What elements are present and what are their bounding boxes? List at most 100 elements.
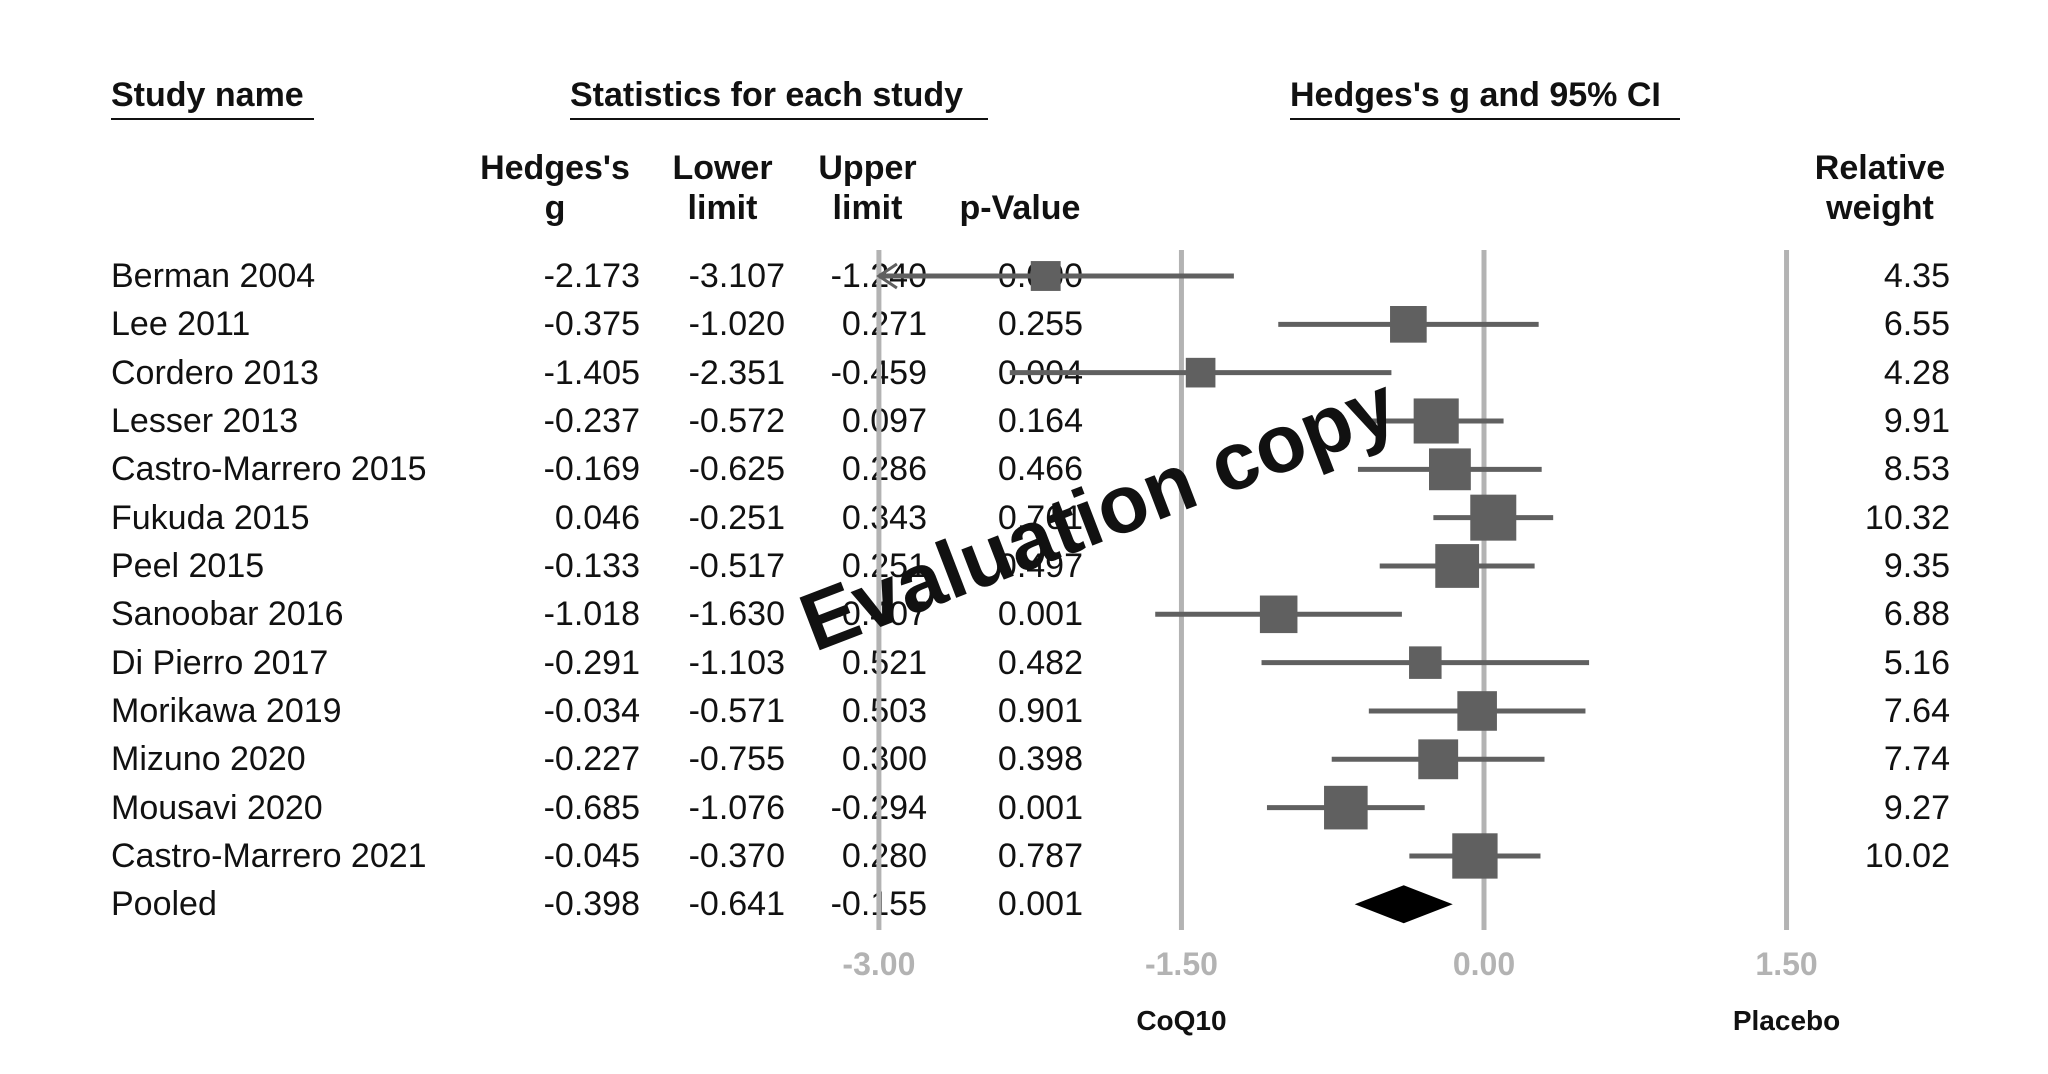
relative-weight-cell: 9.91 (1883, 401, 1950, 440)
hedges-g-cell: -0.375 (543, 305, 640, 344)
relative-weight-header-line1: Relative (1814, 149, 1946, 187)
pooled-name: Pooled (111, 885, 217, 924)
relative-weight-cell: 4.35 (1883, 257, 1950, 295)
p-value-cell: 0.466 (997, 450, 1083, 489)
effect-marker (1429, 448, 1471, 491)
hedges-g-cell: -0.237 (543, 401, 640, 440)
p-value-cell: 0.482 (997, 643, 1083, 682)
hedges-g-cell: -0.227 (543, 740, 640, 779)
lower-limit-cell: -3.107 (688, 257, 785, 295)
relative-weight-cell: 7.74 (1883, 740, 1950, 779)
truncation-arrow (876, 262, 898, 290)
p-value-cell: 0.255 (997, 305, 1083, 344)
hedges-g-header-line1: Hedges's (480, 149, 630, 187)
p-value-cell: 0.001 (997, 788, 1083, 827)
relative-weight-header-line2: weight (1826, 189, 1934, 227)
study-name: Cordero 2013 (111, 353, 319, 392)
p-value-cell: 0.497 (997, 546, 1083, 585)
p-value-cell: 0.001 (997, 885, 1083, 924)
lower-limit-cell: -0.517 (688, 546, 785, 585)
hedges-g-cell: -0.398 (543, 885, 640, 924)
plot-title-underline (1290, 118, 1680, 120)
lower-limit-header-line1: Lower (672, 149, 773, 187)
statistics-header: Statistics for each study (570, 76, 964, 114)
study-name: Castro-Marrero 2015 (111, 450, 427, 489)
upper-limit-cell: 0.343 (841, 498, 927, 537)
p-value-cell: 0.761 (997, 498, 1083, 537)
effect-marker (1390, 306, 1427, 343)
study-name-header: Study name (111, 76, 304, 114)
relative-weight-cell: 8.53 (1883, 450, 1950, 489)
relative-weight-cell: 6.55 (1883, 305, 1950, 344)
statistics-underline (570, 118, 988, 120)
lower-limit-cell: -1.630 (688, 595, 785, 634)
hedges-g-cell: -0.034 (543, 691, 640, 730)
lower-limit-cell: -2.351 (688, 353, 785, 392)
p-value-header: p-Value (945, 188, 1095, 228)
study-name: Mousavi 2020 (111, 788, 323, 827)
study-name: Morikawa 2019 (111, 691, 342, 730)
effect-marker (1457, 691, 1497, 731)
effect-marker (1185, 357, 1216, 388)
hedges-g-cell: -0.169 (543, 450, 640, 489)
effect-marker (1418, 739, 1459, 780)
hedges-g-cell: -1.018 (543, 595, 640, 634)
study-name: Berman 2004 (111, 257, 316, 295)
relative-weight-cell: 5.16 (1883, 643, 1950, 682)
effect-marker (1324, 785, 1368, 830)
lower-limit-cell: -0.571 (688, 691, 785, 730)
study-name: Lesser 2013 (111, 401, 299, 440)
hedges-g-cell: -2.173 (543, 257, 640, 295)
p-value-cell: 0.901 (997, 691, 1083, 730)
study-name: Mizuno 2020 (111, 740, 306, 779)
relative-weight-cell: 6.88 (1883, 595, 1950, 634)
p-value-cell: 0.787 (997, 836, 1083, 875)
plot-title: Hedges's g and 95% CI (1290, 76, 1661, 114)
study-name: Peel 2015 (111, 546, 265, 585)
relative-weight-cell: 7.64 (1883, 691, 1950, 730)
upper-limit-cell: 0.286 (841, 450, 927, 489)
coq10-label: CoQ10 (1136, 1005, 1226, 1036)
lower-limit-header: Lower limit (660, 148, 785, 228)
lower-limit-cell: -0.755 (688, 740, 785, 779)
effect-marker (1259, 595, 1298, 634)
lower-limit-header-line2: limit (687, 189, 758, 227)
relative-weight-cell: 9.27 (1883, 788, 1950, 827)
hedges-g-header-line2: g (544, 189, 566, 227)
relative-weight-cell: 4.28 (1883, 353, 1950, 392)
lower-limit-cell: -1.020 (688, 305, 785, 344)
lower-limit-cell: -1.103 (688, 643, 785, 682)
upper-limit-cell: 0.280 (841, 836, 927, 875)
upper-limit-cell: 0.251 (841, 546, 927, 585)
placebo-label: Placebo (1733, 1005, 1840, 1036)
p-value-cell: 0.164 (997, 401, 1083, 440)
relative-weight-cell: 10.32 (1864, 498, 1950, 537)
effect-marker (1452, 833, 1498, 879)
lower-limit-cell: -0.370 (688, 836, 785, 875)
relative-weight-header: Relative weight (1790, 148, 1970, 228)
x-tick-label: -1.50 (1145, 946, 1218, 982)
hedges-g-cell: 0.046 (554, 498, 640, 537)
effect-marker (1435, 544, 1480, 588)
hedges-g-cell: -0.045 (543, 836, 640, 875)
upper-limit-header-line2: limit (832, 189, 903, 227)
study-name: Lee 2011 (111, 305, 251, 344)
upper-limit-cell: 0.521 (841, 643, 927, 682)
upper-limit-cell: 0.271 (841, 305, 927, 344)
lower-limit-cell: -0.251 (688, 498, 785, 537)
study-name: Di Pierro 2017 (111, 643, 329, 682)
p-value-header-label: p-Value (959, 189, 1081, 227)
study-name-underline (111, 118, 314, 120)
lower-limit-cell: -1.076 (688, 788, 785, 827)
lower-limit-cell: -0.625 (688, 450, 785, 489)
relative-weight-cell: 10.02 (1864, 836, 1950, 875)
hedges-g-header: Hedges's g (470, 148, 640, 228)
effect-marker (1413, 398, 1459, 444)
upper-limit-cell: 0.503 (841, 691, 927, 730)
relative-weight-cell: 9.35 (1883, 546, 1950, 585)
study-name: Castro-Marrero 2021 (111, 836, 427, 875)
p-value-cell: 0.001 (997, 595, 1083, 634)
study-name: Sanoobar 2016 (111, 595, 344, 634)
upper-limit-header-line1: Upper (818, 149, 917, 187)
effect-marker (1409, 646, 1442, 679)
